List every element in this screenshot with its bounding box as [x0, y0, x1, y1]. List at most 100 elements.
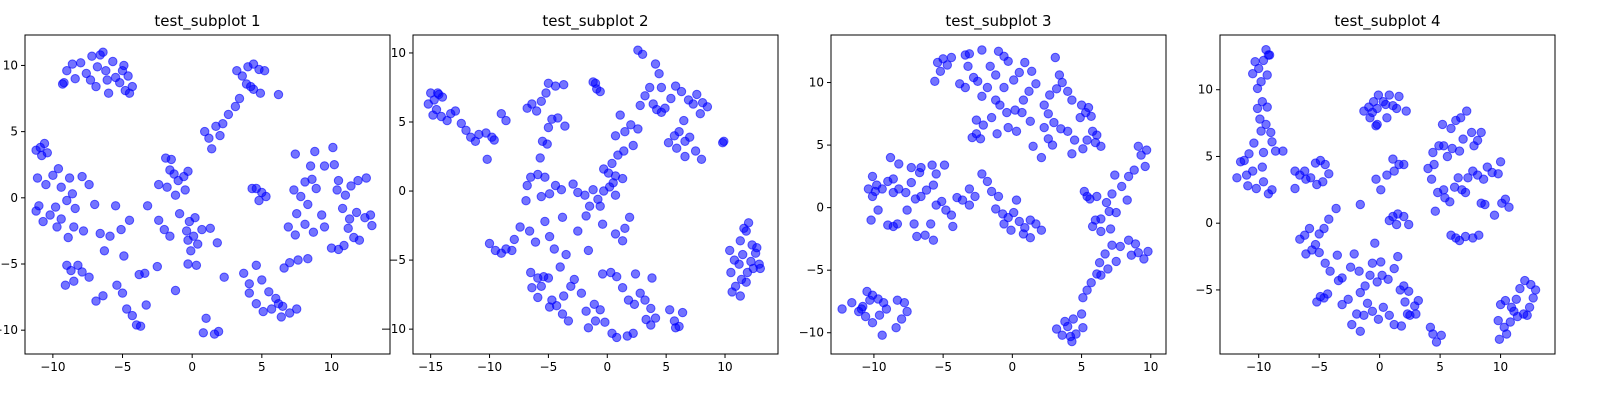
scatter-point — [1105, 224, 1116, 234]
scatter-point — [916, 191, 926, 202]
scatter-point — [982, 82, 993, 93]
scatter-point — [1036, 225, 1047, 235]
scatter-point — [1436, 330, 1447, 340]
scatter-point — [63, 232, 73, 243]
scatter-point — [676, 86, 687, 97]
scatter-point — [1090, 137, 1101, 148]
scatter-point — [1440, 193, 1450, 203]
scatter-point — [901, 187, 911, 198]
scatter-point — [874, 310, 885, 320]
scatter-point — [1045, 90, 1055, 100]
scatter-point — [204, 133, 214, 143]
scatter-point — [685, 132, 695, 142]
scatter-point — [1050, 52, 1061, 63]
scatter-point — [1096, 270, 1106, 280]
scatter-point — [696, 154, 707, 165]
scatter-point — [1096, 226, 1106, 237]
y-tick-label: 0 — [1205, 216, 1213, 230]
scatter-point — [1248, 166, 1258, 176]
scatter-point — [456, 118, 466, 129]
scatter-point — [1115, 241, 1126, 252]
scatter-point — [52, 222, 62, 232]
scatter-point — [646, 320, 656, 330]
scatter-point — [549, 244, 559, 254]
scatter-point — [296, 191, 306, 202]
scatter-point — [530, 237, 541, 247]
scatter-point — [1442, 151, 1453, 162]
scatter-point — [190, 213, 200, 223]
scatter-point — [964, 200, 975, 210]
scatter-point — [939, 160, 950, 170]
scatter-point — [1100, 249, 1110, 259]
scatter-point — [746, 256, 756, 267]
scatter-point — [672, 143, 682, 153]
scatter-point — [509, 234, 519, 245]
scatter-point — [1290, 183, 1300, 194]
scatter-point — [300, 219, 310, 230]
scatter-point — [550, 81, 561, 91]
scatter-point — [308, 227, 319, 237]
scatter-point — [563, 316, 574, 326]
scatter-point — [544, 231, 555, 242]
scatter-point — [1020, 57, 1030, 68]
scatter-point — [615, 110, 625, 120]
y-tick-label: 5 — [10, 125, 18, 139]
scatter-point — [251, 299, 261, 309]
scatter-point — [613, 150, 623, 160]
scatter-point — [1083, 102, 1094, 113]
scatter-point — [727, 287, 737, 297]
scatter-point — [1395, 285, 1405, 295]
scatter-point — [1384, 215, 1395, 226]
scatter-point — [599, 186, 609, 196]
y-tick-label: 10 — [1198, 83, 1213, 97]
scatter-point — [154, 179, 164, 190]
scatter-point — [1300, 230, 1310, 240]
scatter-point — [597, 269, 608, 279]
scatter-point — [735, 291, 745, 301]
scatter-point — [583, 245, 594, 256]
scatter-point — [547, 295, 557, 305]
scatter-point — [588, 185, 598, 195]
scatter-point — [620, 223, 630, 234]
x-tick-label: −5 — [114, 360, 132, 374]
subplot-title: test_subplot 2 — [542, 12, 648, 31]
scatter-point — [266, 304, 277, 314]
scatter-point — [635, 288, 645, 298]
scatter-point — [1332, 250, 1343, 260]
scatter-point — [581, 211, 591, 221]
scatter-point — [725, 245, 735, 256]
scatter-point — [654, 69, 664, 79]
scatter-point — [1376, 185, 1386, 195]
scatter-point — [629, 299, 640, 309]
scatter-point — [1354, 266, 1364, 276]
scatter-point — [610, 190, 621, 200]
scatter-point — [533, 292, 543, 303]
scatter-point — [1104, 206, 1114, 217]
scatter-point — [333, 175, 344, 186]
scatter-point — [198, 328, 209, 338]
scatter-point — [305, 161, 316, 171]
scatter-point — [1367, 306, 1378, 316]
scatter-point — [255, 88, 266, 98]
scatter-point — [219, 272, 229, 282]
scatter-point — [624, 212, 635, 223]
scatter-point — [1404, 219, 1414, 230]
scatter-point — [670, 323, 681, 333]
x-tick-label: −10 — [1246, 360, 1271, 374]
scatter-point — [595, 86, 605, 97]
scatter-point — [635, 100, 645, 111]
scatter-point — [543, 273, 554, 283]
scatter-point — [1025, 233, 1036, 243]
scatter-point — [536, 191, 546, 202]
scatter-point — [1476, 127, 1486, 138]
scatter-point — [1051, 84, 1062, 94]
scatter-point — [1140, 161, 1150, 172]
scatter-point — [200, 126, 210, 137]
scatter-point — [1463, 173, 1473, 183]
scatter-point — [669, 131, 680, 141]
scatter-point — [292, 304, 302, 314]
scatter-point — [183, 259, 193, 269]
scatter-point — [991, 70, 1001, 80]
scatter-point — [310, 146, 320, 157]
scatter-point — [433, 88, 443, 98]
